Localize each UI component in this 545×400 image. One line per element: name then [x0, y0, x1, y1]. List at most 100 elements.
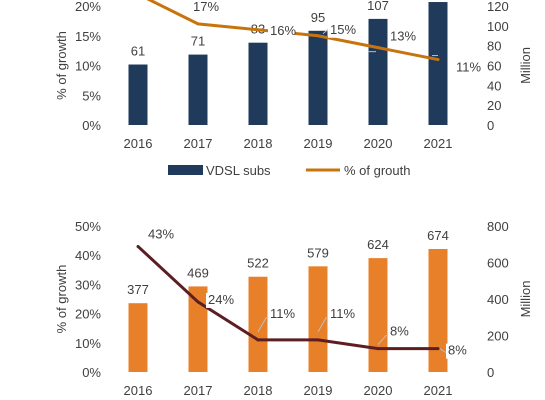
- bar-value-label: 674: [427, 228, 449, 243]
- line-label-bg: [446, 343, 466, 359]
- y2-axis-title: Million: [518, 281, 533, 318]
- line-point: [136, 244, 140, 248]
- x-tick-label: 2016: [124, 383, 153, 398]
- bar: [308, 30, 328, 126]
- y-tick-label: 15%: [75, 29, 101, 44]
- bar: [128, 303, 148, 372]
- y2-tick-label: 0: [487, 365, 494, 380]
- y2-tick-label: 800: [487, 219, 509, 234]
- y2-tick-label: 600: [487, 256, 509, 271]
- line-label-bg: [388, 324, 408, 340]
- line-label-bg: [328, 306, 355, 322]
- bar: [248, 276, 268, 372]
- bar: [428, 248, 448, 372]
- bar-value-label: 522: [247, 256, 269, 271]
- line-point: [196, 22, 200, 26]
- bar: [188, 54, 208, 125]
- y2-tick-label: 100: [487, 19, 509, 34]
- x-tick-label: 2019: [304, 136, 333, 151]
- line-value-label: 16%: [270, 23, 296, 38]
- x-tick-label: 2019: [304, 383, 333, 398]
- y-tick-label: 0%: [82, 118, 101, 133]
- legend-label-bar: VDSL subs: [206, 163, 271, 178]
- line-label-bg: [268, 306, 295, 322]
- bar-value-label: 71: [191, 34, 205, 49]
- y2-tick-label: 0: [487, 118, 494, 133]
- y2-tick-label: 200: [487, 329, 509, 344]
- line-point: [376, 347, 380, 351]
- y-tick-label: 5%: [82, 88, 101, 103]
- y-axis-title: % of growth: [54, 31, 69, 100]
- bar: [128, 64, 148, 125]
- y-tick-label: 30%: [75, 277, 101, 292]
- y-tick-label: 50%: [75, 219, 101, 234]
- legend-label-line: % of grouth: [344, 163, 411, 178]
- line-point: [316, 338, 320, 342]
- y2-tick-label: 80: [487, 39, 501, 54]
- x-tick-label: 2017: [184, 383, 213, 398]
- y-tick-label: 0%: [82, 365, 101, 380]
- line-value-label: 43%: [148, 226, 174, 241]
- x-tick-label: 2020: [364, 136, 393, 151]
- bar-value-label: 95: [311, 10, 325, 25]
- line-point: [256, 28, 260, 32]
- bar-value-label: 469: [187, 265, 209, 280]
- y2-tick-label: 20: [487, 98, 501, 113]
- bar-value-label: 107: [367, 0, 389, 13]
- line-point: [316, 34, 320, 38]
- bar: [308, 266, 328, 372]
- line-value-label: 11%: [456, 60, 481, 75]
- line-label-bg: [454, 60, 481, 76]
- line-value-label: 15%: [330, 22, 356, 37]
- y-tick-label: 20%: [75, 307, 101, 322]
- line-value-label: 8%: [390, 324, 409, 339]
- bar: [368, 18, 388, 126]
- y-tick-label: 10%: [75, 59, 101, 74]
- x-tick-label: 2018: [244, 136, 273, 151]
- bar-value-label: 579: [307, 245, 329, 260]
- y-axis-title: % of growth: [54, 265, 69, 334]
- line-label-bg: [388, 29, 415, 45]
- x-tick-label: 2021: [424, 383, 453, 398]
- y2-tick-label: 400: [487, 292, 509, 307]
- line-point: [256, 338, 260, 342]
- bar-value-label: 377: [127, 282, 149, 297]
- y-tick-label: 20%: [75, 0, 101, 14]
- label-leader: [439, 348, 447, 354]
- line-label-bg: [328, 22, 355, 38]
- bar: [248, 42, 268, 125]
- legend-swatch-bar: [168, 165, 203, 175]
- y2-tick-label: 40: [487, 78, 501, 93]
- series-line: [136, 245, 438, 351]
- line-value-label: 17%: [193, 0, 219, 14]
- line-value-label: 24%: [208, 292, 234, 307]
- bar-value-label: 624: [367, 237, 389, 252]
- bar: [188, 286, 208, 372]
- x-tick-label: 2016: [124, 136, 153, 151]
- x-tick-label: 2021: [424, 136, 453, 151]
- y-tick-label: 40%: [75, 248, 101, 263]
- line-value-label: 13%: [390, 29, 416, 44]
- x-tick-label: 2018: [244, 383, 273, 398]
- line-label-bg: [206, 292, 233, 308]
- x-tick-label: 2017: [184, 136, 213, 151]
- y-tick-label: 10%: [75, 336, 101, 351]
- line-value-label: 11%: [270, 306, 295, 321]
- line-label-bg: [268, 23, 295, 39]
- line-label-bg: [191, 0, 218, 15]
- bar-value-label: 61: [131, 44, 145, 59]
- line-value-label: 8%: [448, 343, 467, 358]
- line-point: [376, 46, 380, 50]
- line-value-label: 11%: [330, 306, 355, 321]
- y2-tick-label: 60: [487, 59, 501, 74]
- line-point: [436, 347, 440, 351]
- line-label-bg: [146, 227, 173, 243]
- line-point: [196, 300, 200, 304]
- y2-tick-label: 120: [487, 0, 509, 14]
- x-tick-label: 2020: [364, 383, 393, 398]
- y2-axis-title: Million: [518, 47, 533, 84]
- bar: [368, 258, 388, 372]
- line-point: [436, 58, 440, 62]
- bar: [428, 2, 448, 126]
